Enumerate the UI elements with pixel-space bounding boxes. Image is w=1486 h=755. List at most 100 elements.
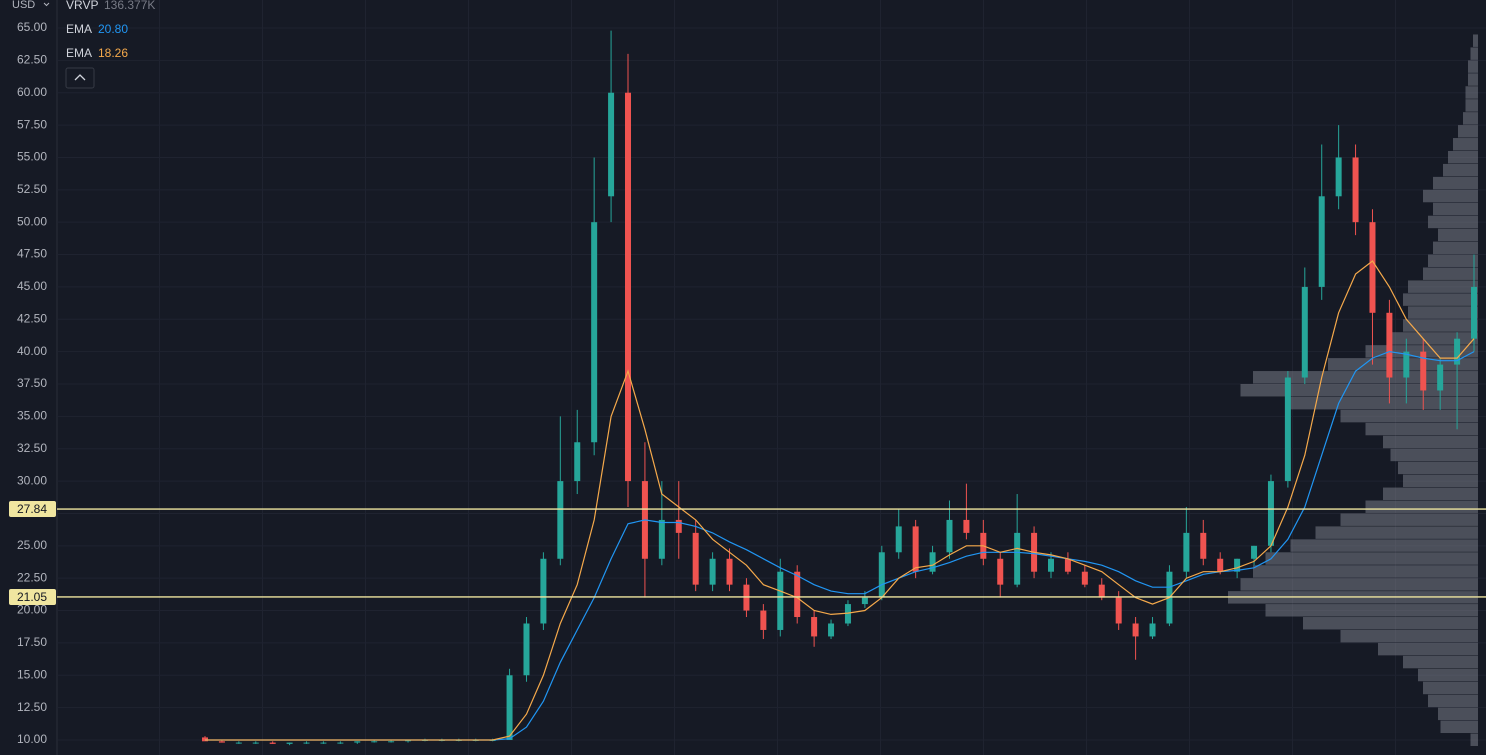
candle-body [320,742,327,744]
candle-body [337,742,344,744]
candle-body [506,675,513,740]
volume-profile-bar [1453,138,1478,151]
y-tick-label: 35.00 [17,409,47,423]
candle-body [658,519,665,559]
y-tick-label: 10.00 [17,732,47,746]
volume-profile-bar [1265,552,1478,565]
volume-profile-bar [1438,707,1478,721]
candle-body [1048,558,1054,572]
y-tick-label: 25.00 [17,538,47,552]
indicator-value: 18.26 [98,46,128,60]
y-tick-label: 60.00 [17,85,47,99]
candle-body [1369,222,1376,313]
candle-body [1267,481,1274,546]
candle-body [726,558,733,585]
candle-body [1420,351,1427,391]
candle-body [675,519,682,533]
candle-body [1318,196,1325,287]
volume-profile-bar [1423,267,1478,280]
currency-label: USD [12,0,35,11]
candle-body [811,617,818,637]
candle-body [794,571,801,618]
volume-profile-bar [1315,526,1478,539]
indicator-value: 136.377K [104,0,155,12]
candle-body [574,442,581,482]
y-tick-label: 20.00 [17,603,47,617]
volume-profile-bar [1303,617,1478,630]
y-tick-label: 52.50 [17,182,47,196]
y-tick-label: 57.50 [17,117,47,131]
candle-body [1064,558,1071,572]
candle-body [235,742,242,744]
volume-profile-bar [1340,513,1478,526]
volume-profile-bar [1433,241,1478,255]
candle-body [286,742,293,744]
volume-profile-bar [1290,396,1478,410]
y-tick-label: 40.00 [17,344,47,358]
price-line-label: 27.84 [17,502,47,516]
volume-profile-bar [1365,345,1478,358]
volume-profile-bar [1403,293,1478,306]
volume-profile-bar [1463,112,1478,125]
volume-profile-bar [1418,668,1478,682]
volume-profile-bar [1428,254,1478,267]
candle-body [844,604,851,624]
candle-body [1234,558,1241,572]
candle-body [540,558,547,624]
candle-body [1014,532,1021,585]
volume-profile-bar [1240,384,1478,397]
volume-profile-bar [1423,189,1478,203]
candle-body [1200,532,1207,559]
indicator-value: 20.80 [98,22,128,36]
candle-body [557,481,564,559]
collapse-button[interactable] [65,67,95,89]
candle-body [828,623,835,637]
volume-profile-bar [1340,409,1478,423]
price-line-label: 21.05 [17,590,47,604]
candle-body [963,519,970,533]
candle-body [692,532,699,585]
volume-profile-bar [1383,487,1478,501]
volume-profile-bar [1253,565,1478,578]
candle-body [608,92,615,197]
candle-body [218,741,225,743]
candle-body [709,558,716,585]
y-tick-label: 42.50 [17,311,47,325]
price-line-tag [9,501,56,518]
y-tick-label: 12.50 [17,700,47,714]
volume-profile-bar [1398,461,1478,475]
volume-profile-bar [1428,694,1478,708]
candle-body [1132,623,1139,637]
candle-body [1183,532,1190,572]
volume-profile-bar [1383,435,1478,449]
y-tick-label: 37.50 [17,376,47,390]
ema-line [205,260,1475,741]
volume-profile-bar [1403,319,1478,332]
volume-profile-bar [1290,539,1478,552]
candle-body [895,526,902,553]
candle-body [861,597,868,605]
y-tick-label: 47.50 [17,247,47,261]
volume-profile-bar [1365,500,1478,513]
volume-profile-bar [1438,228,1478,242]
candle-body [202,737,208,742]
volume-profile-bar [1408,280,1478,293]
candle-body [388,741,395,743]
y-tick-label: 17.50 [17,635,47,649]
volume-profile-bar [1340,629,1478,643]
y-tick-label: 32.50 [17,441,47,455]
candle-body [760,610,767,630]
volume-profile-bar [1433,176,1478,190]
volume-profile-bar [1468,73,1478,86]
volume-profile-bar [1458,125,1478,138]
candle-body [1454,338,1461,365]
y-tick-label: 50.00 [17,214,47,228]
volume-profile-bar [1403,655,1478,669]
indicator-name: EMA [66,22,92,36]
candle-body [777,571,784,630]
volume-profile-bar [1403,474,1478,488]
volume-profile-bar [1470,47,1478,60]
candle-body [929,552,936,572]
candle-body [371,741,378,743]
